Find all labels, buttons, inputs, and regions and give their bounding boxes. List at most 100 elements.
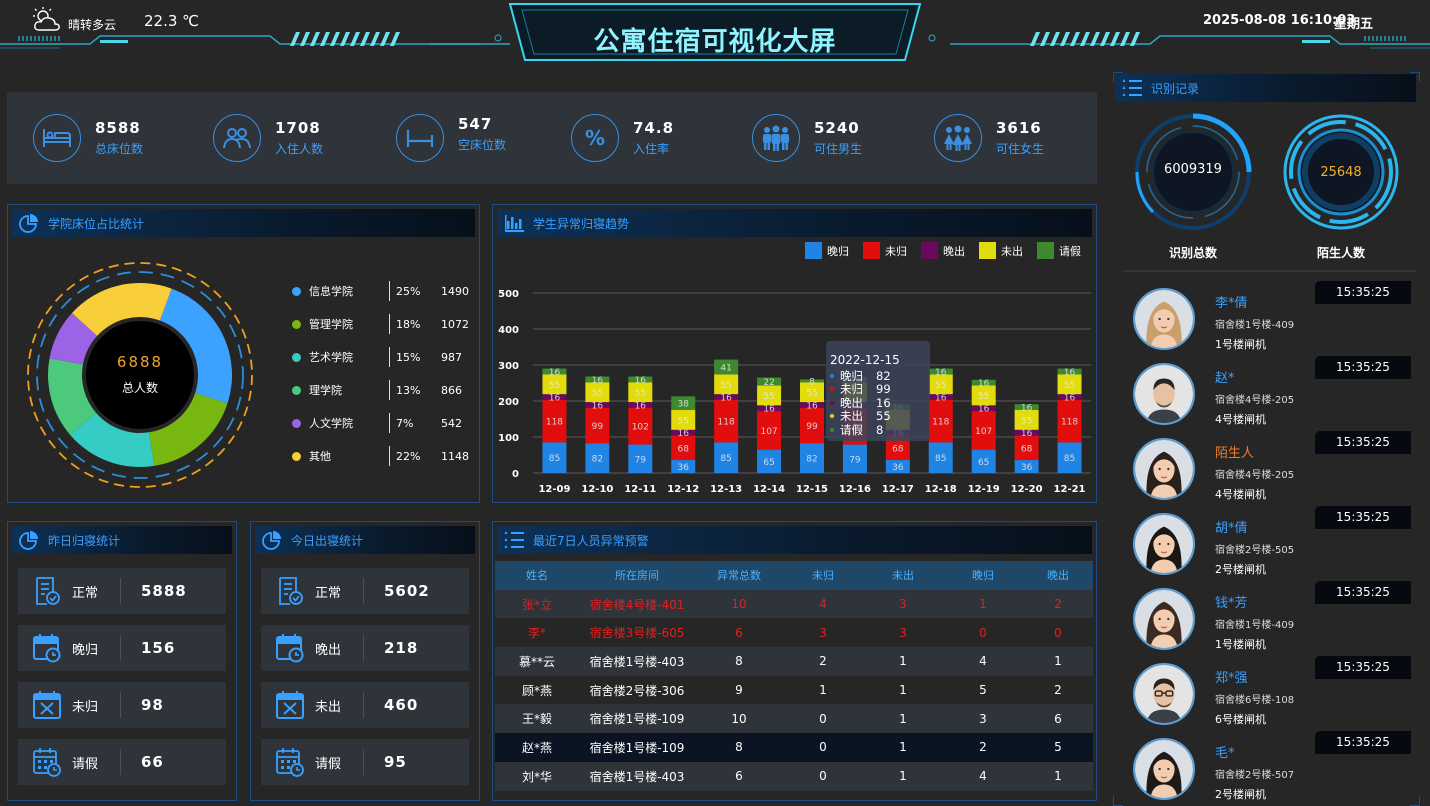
- weather-text: 晴转多云: [68, 17, 117, 32]
- calendar-clock-icon: [33, 634, 61, 663]
- stat-row: 请假 66: [18, 739, 226, 785]
- bar-segment: [842, 444, 867, 473]
- tooltip-row: 晚出 16: [830, 396, 930, 410]
- bar-value-label: 107: [975, 427, 992, 437]
- legend-swatch: [921, 242, 938, 259]
- bar-value-label: 16: [1064, 394, 1076, 404]
- stat-label: 空床位数: [458, 138, 507, 152]
- bar-value-label: 55: [763, 392, 774, 402]
- table-cell: 5: [979, 683, 987, 698]
- tooltip-value: 55: [876, 409, 891, 424]
- table-cell: 赵*燕: [521, 740, 552, 755]
- table-cell: 1: [899, 769, 907, 784]
- table-cell: 4: [979, 769, 987, 784]
- table-cell: 3: [899, 597, 907, 612]
- total-value: 6009319: [1164, 162, 1222, 177]
- stat-row-label: 未归: [72, 699, 99, 715]
- stat-label: 入住人数: [275, 142, 324, 156]
- stat-label: 可住女生: [996, 142, 1045, 156]
- stat-row-label: 晚归: [72, 642, 99, 658]
- x-tick-label: 12-10: [581, 484, 613, 495]
- table-cell: 2: [1054, 683, 1062, 698]
- bar-value-label: 118: [1061, 418, 1078, 428]
- table-cell: 2: [1054, 597, 1062, 612]
- bar-value-label: 16: [592, 376, 604, 386]
- bar-segment: [1057, 399, 1082, 443]
- bar-value-label: 16: [1064, 368, 1076, 378]
- stat-label: 总床位数: [95, 142, 144, 156]
- tooltip-value: 99: [876, 382, 891, 397]
- tooltip-name: 请假: [840, 422, 863, 437]
- legend-pct: 15%: [396, 350, 421, 364]
- header-cell: 未出: [892, 569, 914, 583]
- bar-value-label: 16: [978, 379, 990, 389]
- x-tick-label: 12-18: [925, 484, 957, 495]
- legend-name: 信息学院: [309, 285, 353, 298]
- table-row[interactable]: 慕**云 宿舍楼1号楼-403 8 2 1 4 1: [495, 647, 1093, 676]
- legend-item: 理学院 13% 866: [292, 380, 462, 400]
- bar-segment: [628, 402, 653, 408]
- bar-value-label: 55: [935, 381, 946, 391]
- tooltip-dot: [830, 373, 834, 378]
- stat-row-value: 98: [141, 696, 164, 714]
- x-tick-label: 12-11: [624, 484, 656, 495]
- bar-value-label: 22: [763, 378, 774, 388]
- donut-slice: [72, 283, 172, 336]
- stat-row: 未出 460: [261, 682, 469, 728]
- table-cell: 10: [731, 711, 747, 726]
- bar-value-label: 65: [978, 458, 989, 468]
- table-row[interactable]: 顾*燕 宿舍楼2号楼-306 9 1 1 5 2: [495, 675, 1093, 705]
- bar-segment: [1057, 442, 1082, 473]
- pie-chart-icon: [19, 531, 38, 550]
- x-tick-label: 12-15: [796, 484, 828, 495]
- tooltip-dot: [830, 400, 834, 405]
- bar-segment: [714, 359, 739, 375]
- stat-row-value: 460: [384, 696, 419, 714]
- bar-segment: [1057, 394, 1082, 400]
- bar-value-label: 55: [549, 381, 560, 391]
- today-panel: 今日出寝统计 正常 5602 晚出 218 未出 460 请假 95: [250, 521, 480, 801]
- stat-row: 正常 5602: [261, 568, 469, 614]
- table-cell: 4: [819, 597, 827, 612]
- legend-dot: [292, 451, 301, 461]
- legend-dot: [292, 286, 301, 296]
- bar-segment: [714, 399, 739, 443]
- y-tick-label: 200: [498, 397, 519, 408]
- people-icon: [223, 128, 251, 149]
- bar-segment: [1014, 460, 1039, 473]
- donut-center-label: 总人数: [121, 381, 158, 395]
- table-row[interactable]: 张*立 宿舍楼4号楼-401 10 4 3 1 2: [495, 589, 1093, 619]
- table-row[interactable]: 王*毅 宿舍楼1号楼-109 10 0 1 3 6: [495, 704, 1093, 734]
- tooltip-value: 16: [876, 395, 891, 410]
- donut-slice: [148, 392, 228, 466]
- table-cell: 宿舍楼1号楼-403: [589, 769, 685, 784]
- table-cell: 3: [899, 625, 907, 640]
- datetime: 2025-08-08 16:10:03: [1203, 13, 1356, 28]
- stat-row: 正常 5888: [18, 568, 226, 614]
- bar-value-label: 79: [849, 455, 861, 465]
- legend-dot: [292, 418, 301, 428]
- table-cell: 6: [735, 769, 743, 784]
- table-cell: 刘*华: [521, 769, 552, 784]
- legend-item: 管理学院 18% 1072: [292, 314, 469, 334]
- male-group-icon: [763, 125, 789, 151]
- table-row[interactable]: 刘*华 宿舍楼1号楼-403 6 0 1 4 1: [495, 761, 1093, 791]
- table-row[interactable]: 李* 宿舍楼3号楼-605 6 3 3 0 0: [495, 618, 1093, 648]
- table-cell: 张*立: [521, 597, 552, 612]
- y-tick-label: 0: [512, 469, 519, 480]
- calendar-clock-icon: [276, 634, 304, 663]
- document-check-icon: [279, 577, 303, 605]
- stat-empty-beds: 547 空床位数: [396, 114, 506, 162]
- stat-label: 可住男生: [814, 142, 863, 156]
- legend-count: 866: [441, 383, 462, 397]
- legend-pct: 13%: [396, 383, 421, 397]
- bar-segment: [800, 443, 824, 473]
- bar-segment: [585, 443, 610, 473]
- x-tick-label: 12-16: [839, 484, 871, 495]
- table-row[interactable]: 赵*燕 宿舍楼1号楼-109 8 0 1 2 5: [495, 733, 1093, 762]
- donut-slice: [49, 313, 98, 365]
- bar-value-label: 65: [763, 458, 774, 468]
- panel-title: 昨日归寝统计: [48, 533, 121, 548]
- bed-icon: [43, 129, 71, 147]
- table-cell: 1: [979, 597, 987, 612]
